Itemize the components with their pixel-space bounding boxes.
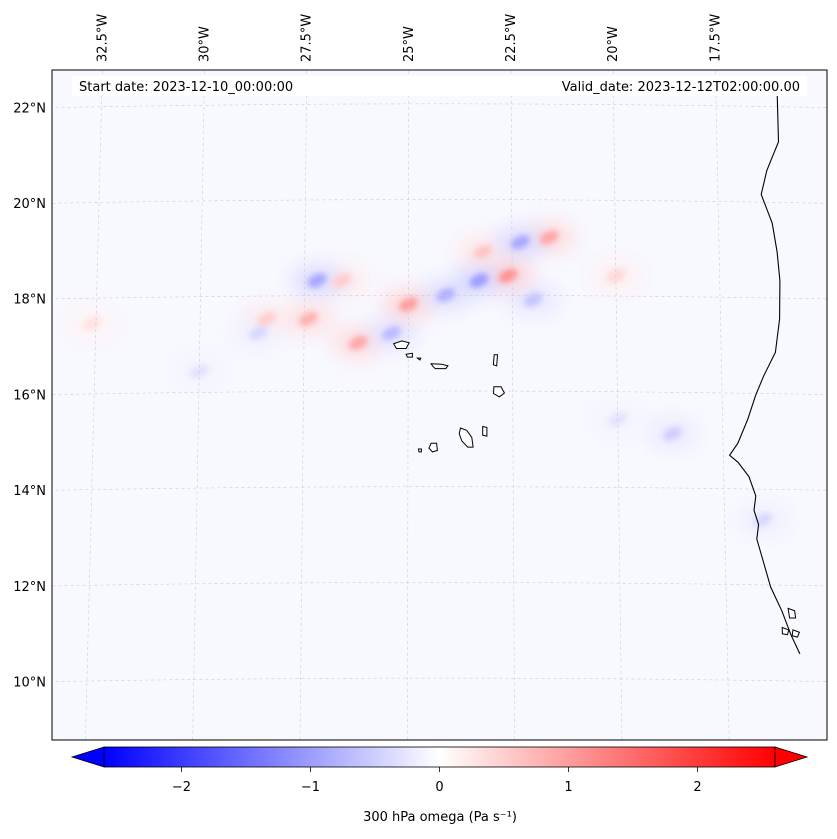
- colorbar-tick-label: 1: [564, 780, 572, 795]
- coastlines: [392, 93, 801, 655]
- meridian-line: [299, 70, 307, 740]
- positive-omega-blob: [473, 244, 493, 259]
- meridian-line: [612, 70, 623, 740]
- latitude-labels: 22°N 20°N 18°N 16°N 14°N 12°N 10°N: [13, 101, 46, 690]
- coastal-island: [791, 629, 801, 638]
- longitude-tick-label: 25°W: [402, 26, 417, 62]
- longitude-tick-label: 22.5°W: [504, 14, 519, 62]
- positive-omega-blob: [348, 335, 368, 350]
- positive-omega-blob: [332, 273, 352, 288]
- start-date-label: Start date: 2023-12-10_00:00:00: [79, 80, 293, 95]
- latitude-tick-label: 12°N: [13, 580, 46, 595]
- meridian-line: [85, 70, 103, 740]
- positive-omega-blob: [298, 311, 318, 326]
- positive-omega-blob: [539, 230, 559, 245]
- colorbar-label: 300 hPa omega (Pa s⁻¹): [363, 810, 517, 825]
- colorbar-ticks: −2 −1 0 1 2: [172, 767, 702, 795]
- negative-omega-blob: [436, 288, 456, 302]
- colorbar-tick-label: 2: [693, 780, 701, 795]
- negative-omega-blob: [510, 235, 530, 250]
- cape-verde-island: [482, 425, 488, 437]
- negative-omega-blob: [382, 326, 401, 341]
- latitude-tick-label: 20°N: [13, 197, 46, 212]
- latitude-tick-label: 18°N: [13, 293, 46, 308]
- cape-verde-island: [458, 427, 474, 448]
- positive-omega-blob: [82, 316, 102, 331]
- negative-omega-blob: [248, 326, 268, 341]
- map-background: [52, 70, 827, 740]
- negative-omega-blob: [663, 426, 682, 441]
- meridian-line: [407, 70, 410, 740]
- cape-verde-island: [492, 386, 506, 398]
- omega-cores: [82, 230, 773, 527]
- cape-verde-island: [392, 340, 410, 349]
- cape-verde-island: [405, 352, 413, 358]
- map-frame: [51, 69, 828, 741]
- meridian-line: [510, 70, 515, 740]
- positive-omega-blob: [257, 311, 277, 326]
- longitude-tick-label: 32.5°W: [95, 14, 110, 62]
- parallel-line: [52, 677, 827, 682]
- cape-verde-island: [415, 357, 422, 361]
- negative-omega-blob: [523, 292, 543, 307]
- longitude-tick-label: 30°W: [198, 26, 213, 62]
- header-strip: [72, 76, 807, 96]
- cape-verde-island: [430, 363, 449, 370]
- parallel-line: [52, 582, 827, 587]
- parallel-line: [52, 486, 827, 491]
- map-panel: Start date: 2023-12-10_00:00:00 Valid_da…: [51, 69, 828, 741]
- longitude-tick-label: 17.5°W: [708, 14, 723, 62]
- parallel-line: [52, 294, 827, 300]
- gridlines: [52, 70, 827, 740]
- negative-omega-blob: [307, 273, 327, 288]
- longitude-tick-label: 27.5°W: [300, 14, 315, 62]
- meridian-line: [192, 70, 205, 740]
- colorbar-tick-label: 0: [435, 780, 443, 795]
- positive-omega-blob: [498, 268, 518, 283]
- latitude-tick-label: 22°N: [13, 101, 46, 116]
- colorbar-tick-label: −1: [301, 780, 320, 795]
- meridian-line: [715, 70, 730, 740]
- colorbar-extend-left: [70, 746, 105, 768]
- parallel-line: [52, 390, 827, 395]
- parallel-line: [52, 103, 827, 108]
- longitude-tick-label: 20°W: [606, 26, 621, 62]
- latitude-tick-label: 16°N: [13, 388, 46, 403]
- cape-verde-island: [492, 354, 499, 367]
- parallel-line: [52, 199, 827, 204]
- omega-field: [65, 221, 789, 536]
- latitude-tick-label: 10°N: [13, 676, 46, 691]
- latitude-tick-label: 14°N: [13, 484, 46, 499]
- cape-verde-island: [417, 448, 422, 453]
- colorbar-bar: [103, 746, 776, 768]
- coastal-island: [787, 607, 797, 619]
- longitude-labels: 32.5°W 30°W 27.5°W 25°W 22.5°W 20°W 17.5°W: [95, 14, 723, 62]
- africa-coastline: [728, 93, 801, 655]
- coastal-island: [781, 626, 790, 636]
- colorbar-tick-label: −2: [172, 780, 191, 795]
- colorbar-extend-right: [774, 746, 809, 768]
- valid-date-label: Valid_date: 2023-12-12T02:00:00.00: [562, 80, 800, 95]
- cape-verde-island: [428, 442, 438, 453]
- negative-omega-blob: [469, 273, 489, 288]
- positive-omega-blob: [398, 297, 418, 312]
- colorbar: −2 −1 0 1 2 300 hPa omega (Pa s⁻¹): [70, 746, 809, 825]
